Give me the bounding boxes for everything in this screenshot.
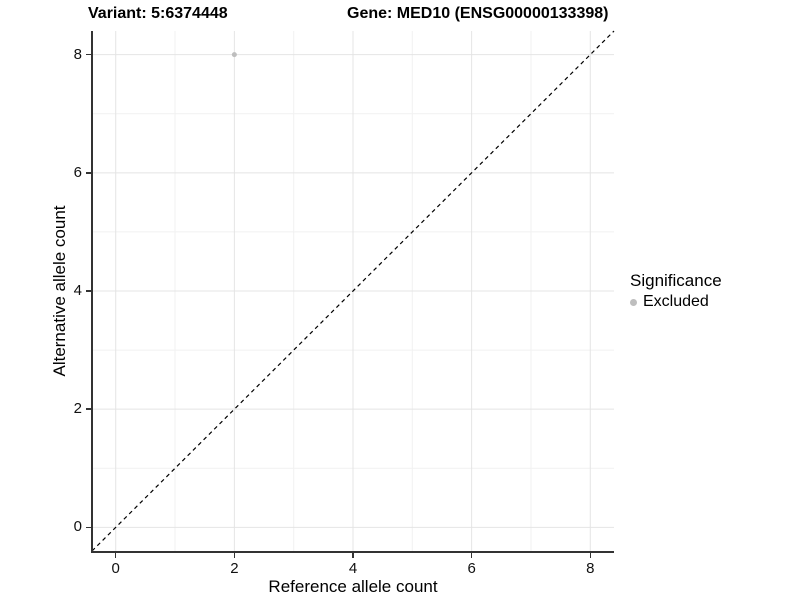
y-tick-label: 0 [73,518,82,536]
x-tick-label: 4 [348,560,358,577]
x-tick-label: 2 [230,560,239,577]
y-tick-label: 6 [73,163,82,181]
x-tick-label: 8 [586,560,595,577]
y-axis-line [91,31,93,551]
legend-point-icon [630,298,637,306]
x-axis-tick [114,553,117,558]
legend-item-label: Excluded [643,293,709,310]
x-axis-line [91,551,614,553]
y-tick-label: 2 [73,400,82,418]
legend: Significance Excluded [630,271,722,311]
legend-item: Excluded [630,293,722,311]
x-axis-tick [470,553,473,558]
data-point [231,52,237,58]
plot-panel [91,30,615,552]
x-axis-tick [589,553,592,558]
variant-title: Variant: 5:6374448 [88,5,228,22]
y-axis-tick [86,408,91,410]
y-axis-tick [86,53,91,56]
y-tick-label: 8 [73,45,82,63]
y-axis-tick [86,290,91,292]
x-tick-label: 6 [467,560,476,577]
y-tick-label: 4 [73,282,82,299]
legend-items: Excluded [630,293,722,311]
y-axis-tick [86,172,91,174]
identity-reference-line [91,30,615,552]
x-axis-title: Reference allele count [268,577,438,596]
x-axis-tick [352,553,354,558]
x-tick-label: 0 [111,560,120,577]
y-axis-tick [86,526,91,529]
gene-title: Gene: MED10 (ENSG00000133398) [347,5,609,22]
legend-title: Significance [630,271,722,290]
x-axis-tick [233,553,236,558]
